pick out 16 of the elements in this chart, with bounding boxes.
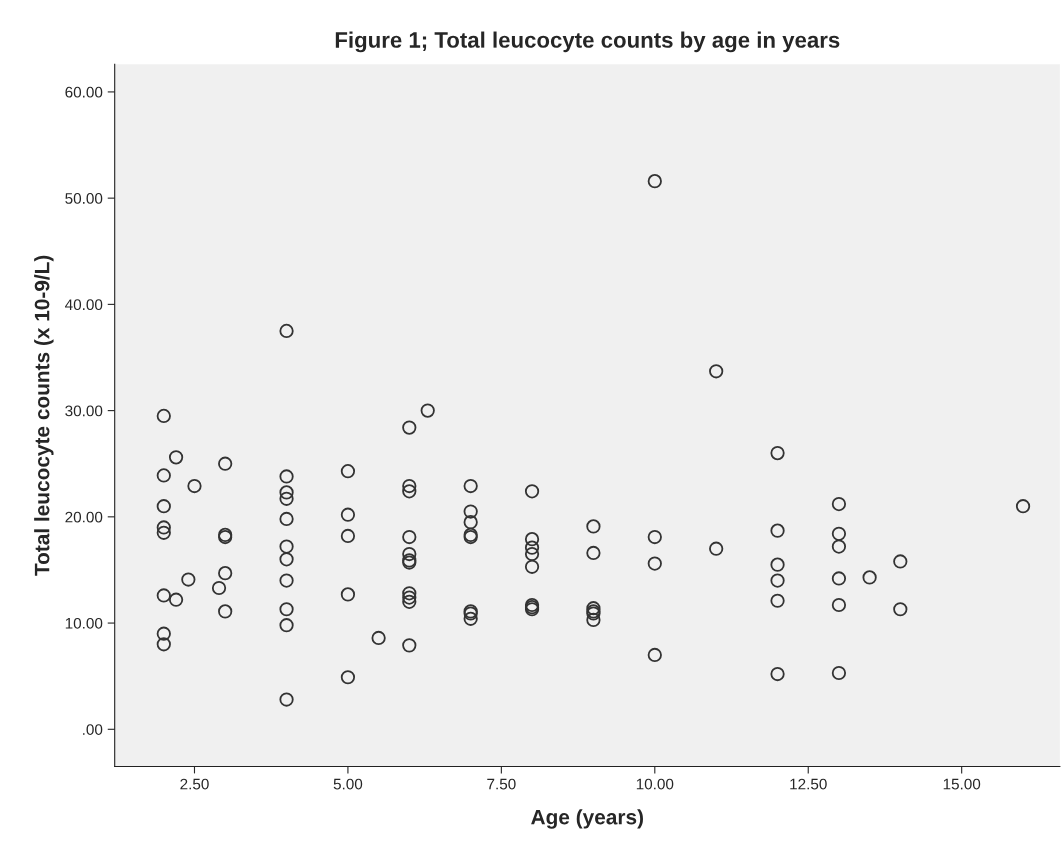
x-tick-label: 7.50	[487, 778, 516, 790]
y-tick-label: 10.00	[65, 617, 103, 629]
x-tick-label: 5.00	[333, 778, 363, 790]
y-tick-label: 30.00	[65, 405, 103, 417]
y-axis-title: Total leucocyte counts (x 10-9/L)	[34, 255, 54, 576]
x-axis-title: Age (years)	[531, 809, 643, 829]
y-tick-label: 20.00	[65, 511, 103, 523]
y-tick-label: 60.00	[65, 86, 103, 98]
y-tick-label: 40.00	[65, 299, 103, 311]
x-tick-label: 2.50	[180, 778, 209, 790]
x-tick-label: 10.00	[636, 778, 674, 790]
x-tick-label: 15.00	[943, 778, 981, 790]
y-tick-label: 50.00	[65, 193, 103, 204]
y-tick-label: .00	[83, 724, 103, 735]
chart-title: Figure 1; Total leucocyte counts by age in years	[335, 31, 840, 53]
x-tick-label: 12.50	[790, 778, 827, 790]
